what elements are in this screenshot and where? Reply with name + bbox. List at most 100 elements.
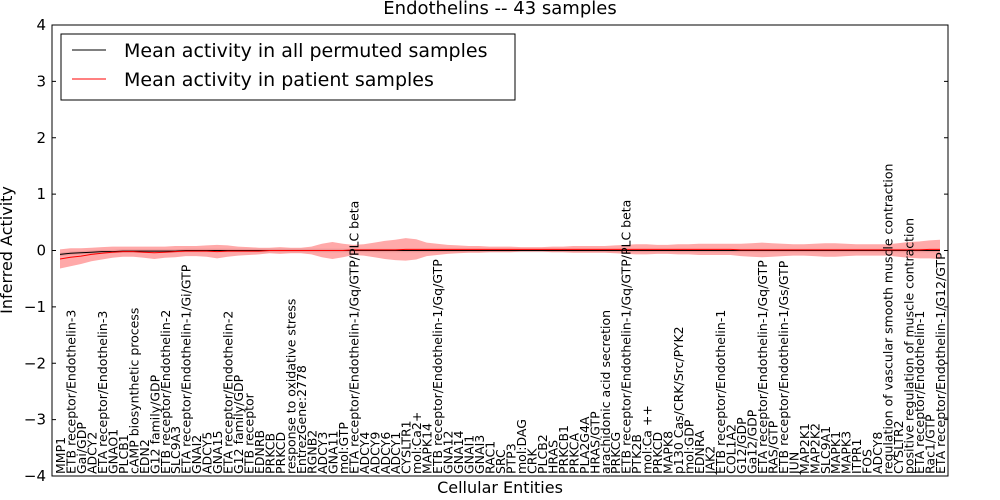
category-label: MMP1: [53, 437, 68, 474]
category-label: arachidonic acid secretion: [598, 310, 613, 474]
category-label: PRKCB: [263, 433, 278, 474]
chart-title: Endothelins -- 43 samples: [383, 0, 616, 19]
category-label: ETB receptor/Endothelin-1/Gq/GTP: [430, 259, 445, 474]
category-label: ETA receptor/Endothelin-1/Gq/GTP: [755, 260, 770, 474]
category-label: Rac1/GTP: [923, 414, 938, 474]
category-label: RAS/GTP: [765, 420, 780, 474]
y-axis-label: Inferred Activity: [0, 186, 16, 314]
category-label: FOS: [860, 449, 875, 474]
category-label: ETB receptor: [242, 392, 257, 474]
y-tick-label: 1: [36, 185, 46, 203]
category-label: HRAS: [545, 440, 560, 474]
category-label: ADCY5: [200, 432, 215, 474]
category-label: GNA14: [451, 430, 466, 474]
line-permuted: [59, 250, 940, 255]
category-label: PTK2B: [629, 434, 644, 474]
category-label: ETA receptor/Endothelin-1: [912, 311, 927, 474]
x-axis-label: Cellular Entities: [437, 478, 563, 497]
category-label: ETA receptor/Endothelin-3: [95, 311, 110, 474]
y-tick-label: 4: [36, 16, 46, 34]
category-label: ADCY1: [388, 432, 403, 474]
category-label: MAPK1: [828, 431, 843, 474]
category-label: GNA11: [325, 431, 340, 475]
category-label: RGNB2: [304, 430, 319, 474]
category-label: MAPK14: [420, 423, 435, 474]
category-label: ETA receptor/Endothelin-1/Gq/GTP/PLC bet…: [346, 201, 361, 474]
category-label: ETB receptor/Endothelin-3: [64, 310, 79, 474]
category-label: G12/GDP: [734, 417, 749, 474]
category-label: p130 Cas/CRK/Src/PYK2: [671, 326, 686, 474]
category-label: PRKCA: [566, 433, 581, 474]
category-label: ETB receptor/Endothelin-1/Gq/GTP/PLC bet…: [619, 200, 634, 474]
category-label: GNA12: [441, 431, 456, 475]
category-label: CYSLTR1: [399, 420, 414, 474]
category-label: ITPR1: [849, 439, 864, 475]
category-label: GNA15: [210, 431, 225, 475]
category-label: ETB receptor/Endothelin-1/Gs/GTP: [776, 260, 791, 474]
band-patient: [60, 238, 940, 269]
confidence-bands: [60, 238, 940, 269]
category-label: EntrezGene:2778: [294, 365, 309, 474]
y-tick-label: 3: [36, 72, 46, 90]
category-label: CRK: [524, 448, 539, 474]
category-label: GNAI2: [189, 435, 204, 474]
y-tick-label: −3: [24, 411, 46, 429]
category-label: EDNRA: [692, 430, 707, 474]
category-label: response to oxidative stress: [284, 299, 299, 474]
category-label: mol:Ca2+: [409, 412, 424, 474]
category-label: ADCY2: [84, 432, 99, 474]
y-tick-label: −1: [24, 298, 46, 316]
category-label: ETB receptor/Endothelin-2: [158, 310, 173, 474]
category-label: PRKCG: [608, 432, 623, 474]
category-label: PRKCD: [273, 432, 288, 474]
category-label: EDN2: [137, 439, 152, 474]
category-label: GNAI3: [472, 435, 487, 474]
category-label: GNAO1: [105, 429, 120, 474]
category-label: Ga12/GDP: [744, 409, 759, 474]
category-label: SLC9A3: [168, 426, 183, 474]
category-label: mol:DAG: [514, 419, 529, 474]
y-axis-ticks: −4 −3 −2 −1 0 1 2 3 4: [24, 16, 948, 485]
category-label: ADCY6: [378, 432, 393, 474]
plot-frame: [51, 24, 949, 477]
legend-label-permuted: Mean activity in all permuted samples: [124, 40, 487, 62]
category-label: SRC: [493, 449, 508, 474]
category-label: cAMP biosynthetic process: [126, 308, 141, 474]
category-label: ADCY4: [357, 432, 372, 474]
category-label: PRKCB1: [556, 425, 571, 474]
series-lines: [59, 248, 940, 260]
category-label: ETA receptor/Endothelin-1/Gi/GTP: [179, 264, 194, 474]
category-label: PLCB1: [116, 434, 131, 474]
y-tick-label: −2: [24, 354, 46, 372]
category-label: ADCY3: [315, 432, 330, 474]
category-label: ADCY8: [870, 432, 885, 474]
category-label: MAPK3: [839, 431, 854, 474]
category-label: PLA2G4A: [577, 416, 592, 474]
y-tick-label: 0: [36, 242, 46, 260]
category-label: ETB receptor/Endothelin-1: [713, 310, 728, 474]
category-label: GNAI1: [462, 435, 477, 474]
category-label: mol:GDP: [682, 419, 697, 474]
category-label: ADCY9: [367, 432, 382, 474]
category-label: PLCB2: [535, 434, 550, 474]
category-label: G12 family/GDP: [147, 374, 162, 474]
legend-label-patient: Mean activity in patient samples: [124, 69, 434, 91]
category-label: MAPK8: [661, 431, 676, 474]
legend-box: [60, 33, 516, 101]
category-label: COL1A2: [724, 424, 739, 474]
category-label: Gai/GDP: [74, 422, 89, 474]
category-label: JUN: [786, 452, 801, 475]
category-label: regulation of vascular smooth muscle con…: [881, 164, 896, 474]
category-label: SLC9A1: [818, 426, 833, 474]
category-label: positive regulation of muscle contractio…: [902, 218, 917, 474]
category-label: mol:Ca ++: [640, 405, 655, 474]
category-label: HRAS/GTP: [587, 411, 602, 474]
category-label: JAK2: [703, 446, 718, 475]
category-label: CYSLTR2: [891, 420, 906, 474]
y-tick-label: 2: [36, 129, 46, 147]
legend: Mean activity in all permuted samples Me…: [60, 33, 516, 101]
category-label: MAP2K1: [797, 423, 812, 474]
category-label: PTP3: [504, 443, 519, 474]
